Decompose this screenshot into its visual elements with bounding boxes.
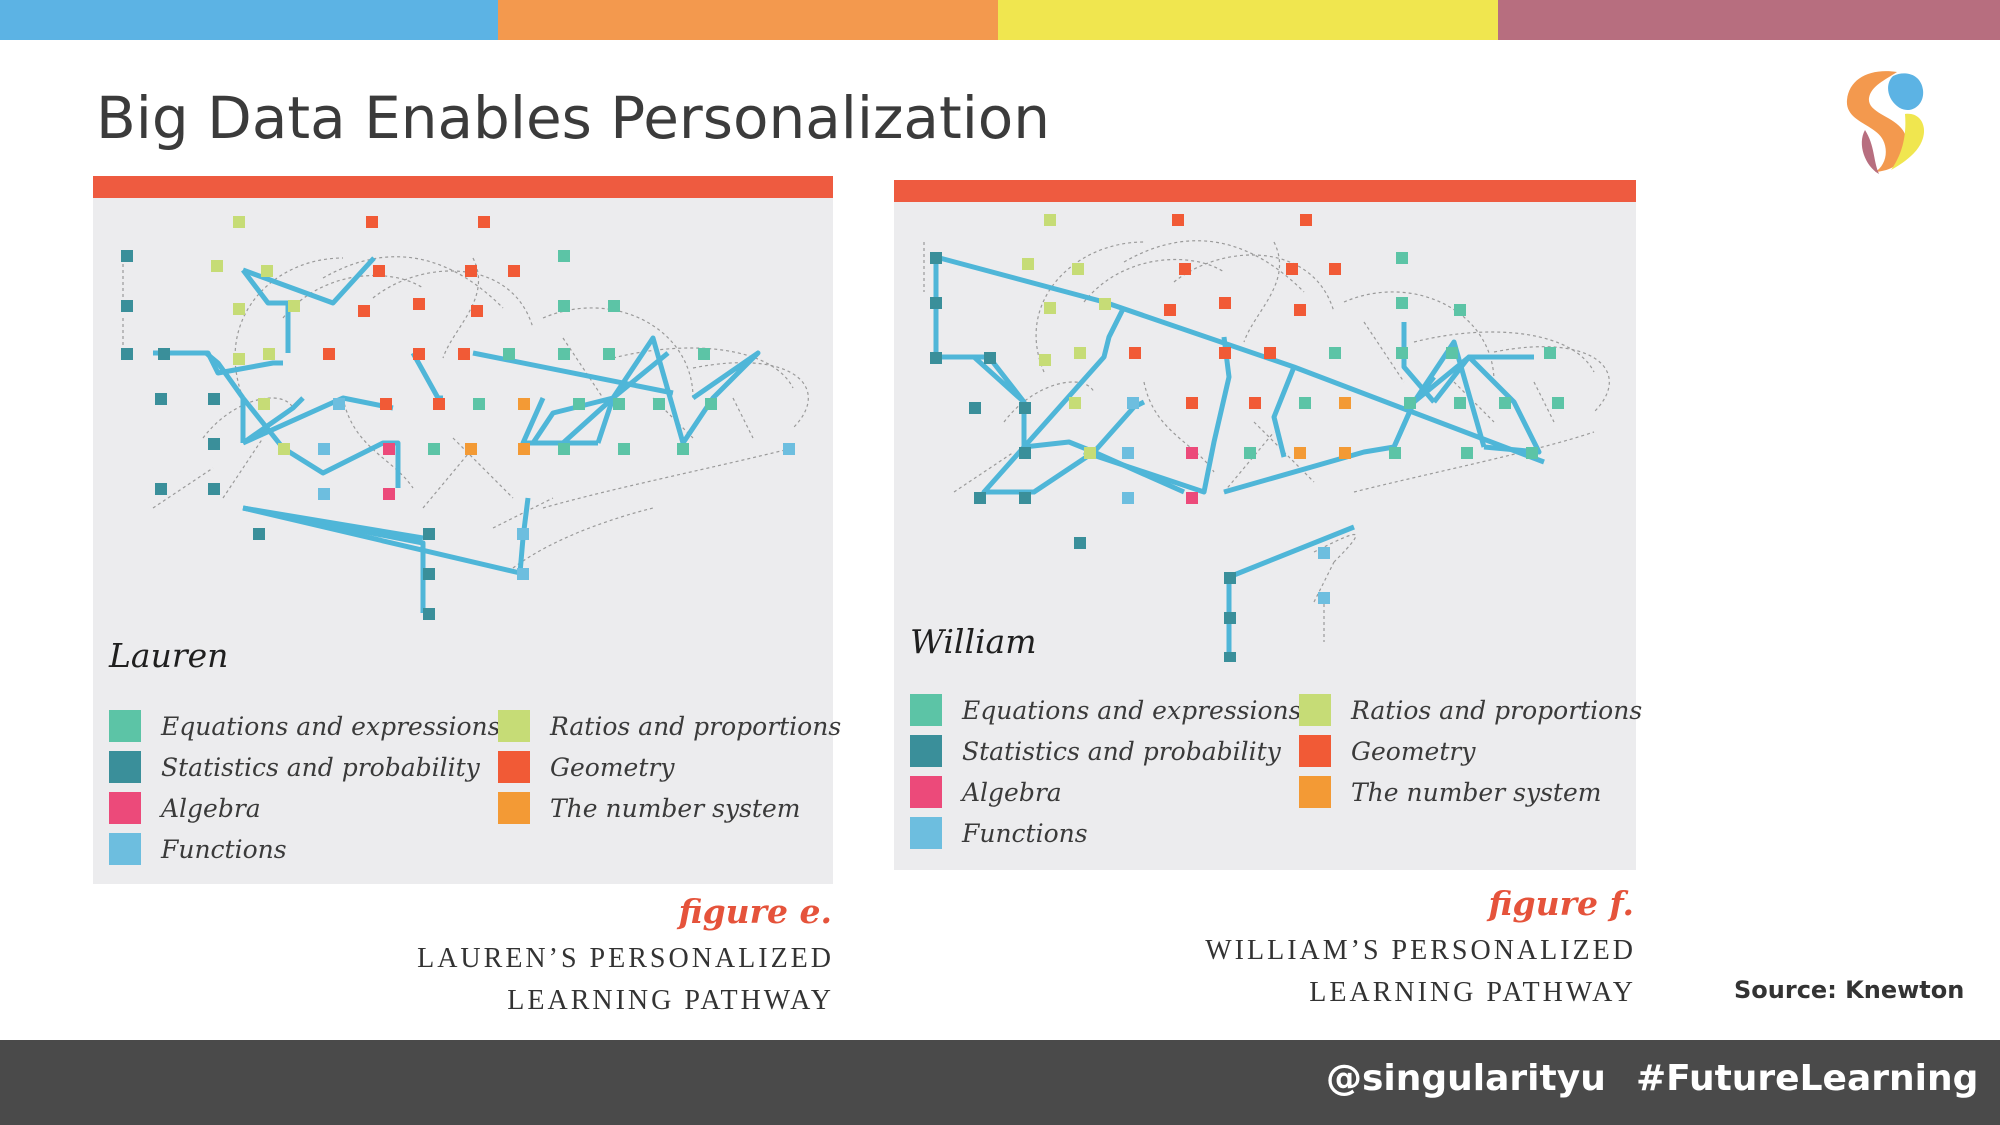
footer-bar: @singularityu #FutureLearning — [0, 1040, 2000, 1125]
stripe-mauve — [1498, 0, 2000, 40]
legend-label: Functions — [161, 834, 287, 864]
figure-caption-f: WILLIAM’S PERSONALIZED LEARNING PATHWAY — [1205, 930, 1636, 1014]
legend-label: Geometry — [550, 752, 675, 782]
figure-label-e: figure e. — [678, 892, 832, 931]
legend-swatch — [498, 751, 530, 783]
legend-label: Geometry — [1351, 736, 1476, 766]
legend-swatch — [1299, 776, 1331, 808]
legend-label: Statistics and probability — [962, 736, 1281, 766]
legend-swatch — [910, 694, 942, 726]
graph-nodes — [930, 214, 1564, 662]
legend-label: The number system — [550, 793, 801, 823]
legend-item-functions: Functions — [910, 815, 1088, 851]
legend-swatch — [109, 833, 141, 865]
legend-label: The number system — [1351, 777, 1602, 807]
legend-swatch — [1299, 694, 1331, 726]
legend-item-equations: Equations and expressions — [109, 708, 500, 744]
legend-swatch — [1299, 735, 1331, 767]
legend-label: Functions — [962, 818, 1088, 848]
legend-label: Equations and expressions — [161, 711, 501, 741]
legend-item-statistics: Statistics and probability — [109, 749, 480, 785]
legend-label: Algebra — [161, 793, 261, 823]
legend-swatch — [109, 792, 141, 824]
legend-item-equations: Equations and expressions — [910, 692, 1301, 728]
graph-nodes — [121, 216, 795, 620]
person-name: Lauren — [109, 636, 229, 675]
figure-label-f: figure f. — [1488, 884, 1634, 923]
panel-header-bar — [93, 176, 833, 198]
legend-item-number-system: The number system — [1299, 774, 1601, 810]
slide-title: Big Data Enables Personalization — [96, 84, 1051, 152]
legend-label: Ratios and proportions — [550, 711, 842, 741]
legend-label: Algebra — [962, 777, 1062, 807]
legend-item-algebra: Algebra — [109, 790, 261, 826]
figure-caption-e: LAUREN’S PERSONALIZED LEARNING PATHWAY — [417, 938, 834, 1022]
panel-header-bar — [894, 180, 1636, 202]
legend-swatch — [910, 735, 942, 767]
person-name: William — [910, 622, 1037, 661]
legend-item-geometry: Geometry — [498, 749, 674, 785]
legend-label: Ratios and proportions — [1351, 695, 1643, 725]
legend-swatch — [109, 710, 141, 742]
caption-line: WILLIAM’S PERSONALIZED — [1205, 935, 1636, 966]
legend-item-ratios: Ratios and proportions — [498, 708, 841, 744]
stripe-orange — [498, 0, 998, 40]
legend-swatch — [109, 751, 141, 783]
legend-swatch — [910, 776, 942, 808]
william-pathway-graph — [923, 214, 1610, 662]
pathway-panel-lauren: Lauren Equations and expressions Statist… — [93, 176, 841, 884]
stripe-yellow — [998, 0, 1498, 40]
legend-swatch — [498, 792, 530, 824]
pathway-panel-william: William Equations and expressions Statis… — [894, 180, 1642, 870]
legend-label: Equations and expressions — [962, 695, 1302, 725]
legend-item-functions: Functions — [109, 831, 287, 867]
singularity-logo-icon — [1846, 71, 1925, 174]
footer-hashtag: #FutureLearning — [1636, 1058, 1979, 1099]
legend-swatch — [498, 710, 530, 742]
stripe-blue — [0, 0, 498, 40]
legend-swatch — [910, 817, 942, 849]
legend-item-statistics: Statistics and probability — [910, 733, 1281, 769]
legend-item-number-system: The number system — [498, 790, 800, 826]
source-credit: Source: Knewton — [1734, 976, 1965, 1004]
caption-line: LAUREN’S PERSONALIZED — [417, 943, 834, 974]
caption-line: LEARNING PATHWAY — [1309, 977, 1636, 1008]
legend-item-geometry: Geometry — [1299, 733, 1475, 769]
caption-line: LEARNING PATHWAY — [507, 985, 834, 1016]
legend-label: Statistics and probability — [161, 752, 480, 782]
legend-item-ratios: Ratios and proportions — [1299, 692, 1642, 728]
legend-item-algebra: Algebra — [910, 774, 1062, 810]
lauren-pathway-graph — [121, 216, 809, 620]
footer-handle: @singularityu — [1326, 1058, 1606, 1099]
